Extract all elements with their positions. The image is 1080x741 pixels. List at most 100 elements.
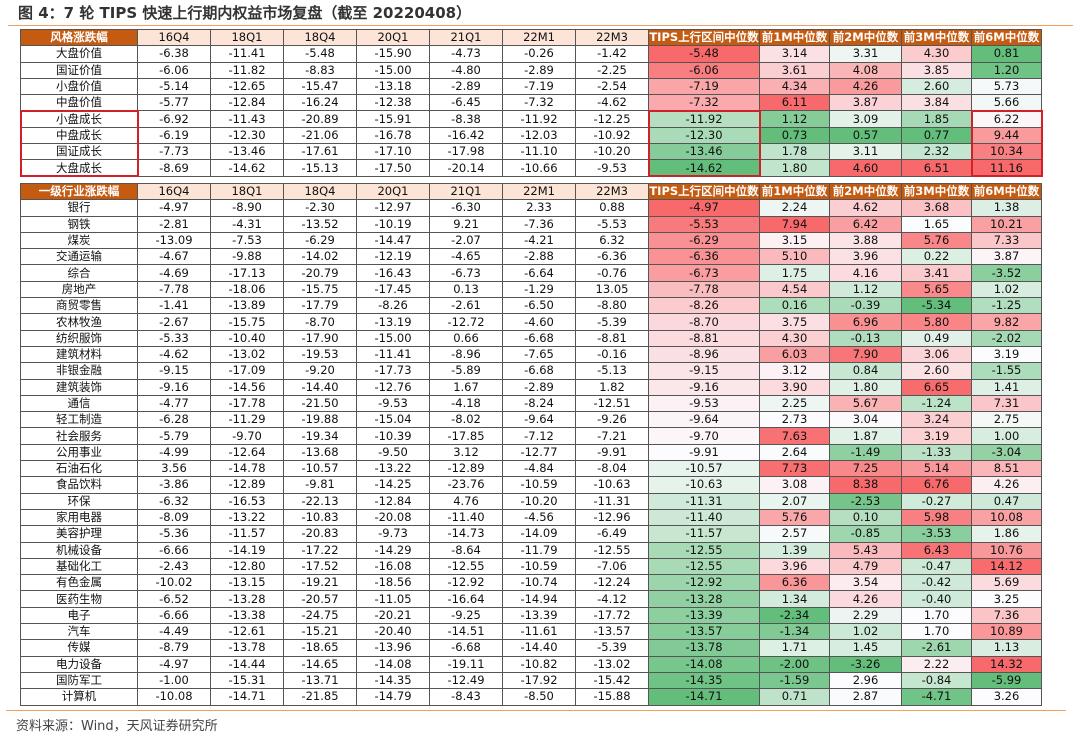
median-cell: -5.53 [648, 215, 760, 233]
row-name: 非银金融 [20, 362, 138, 380]
period-return-cell: -6.36 [575, 248, 649, 266]
median-cell: -1.33 [901, 443, 972, 462]
period-return-cell: -13.57 [575, 623, 649, 641]
period-return-cell: -4.80 [429, 61, 503, 79]
period-return-cell: -12.64 [210, 443, 284, 462]
column-header: 21Q1 [429, 182, 503, 201]
period-return-cell: -11.05 [356, 590, 430, 608]
period-return-cell: -15.42 [575, 671, 649, 690]
median-cell: 3.15 [759, 231, 830, 250]
period-return-cell: -8.04 [575, 460, 649, 478]
period-return-cell: -15.04 [356, 411, 430, 429]
period-return-cell: -20.83 [283, 525, 357, 543]
median-cell: 1.70 [901, 623, 972, 641]
period-return-cell: -12.77 [502, 443, 576, 462]
median-cell: 3.84 [901, 94, 972, 112]
period-return-cell: -7.06 [575, 557, 649, 576]
median-cell: 0.22 [901, 248, 972, 266]
median-cell: 10.21 [971, 215, 1042, 233]
median-cell: 6.96 [829, 313, 902, 331]
table-row: 有色金属 -10.02 -13.15 -19.21 -18.56 -12.92 -10.74… [20, 574, 1042, 592]
period-return-cell: -14.19 [210, 541, 284, 559]
period-return-cell: -12.55 [575, 541, 649, 559]
period-return-cell: -6.29 [283, 231, 357, 250]
median-cell: 7.25 [829, 460, 902, 478]
median-cell: 4.16 [829, 264, 902, 282]
median-cell: 0.16 [759, 297, 830, 315]
median-cell: -8.96 [648, 345, 760, 364]
row-name: 商贸零售 [20, 297, 138, 315]
median-cell: 3.96 [829, 248, 902, 266]
period-return-cell: -6.32 [137, 492, 211, 510]
row-name: 国证价值 [20, 61, 138, 79]
median-cell: 6.76 [901, 476, 972, 494]
median-cell: 6.11 [759, 94, 830, 112]
median-cell: 1.70 [901, 606, 972, 625]
period-return-cell: -2.07 [429, 231, 503, 250]
period-return-cell: -10.59 [502, 557, 576, 576]
median-cell: 8.51 [971, 460, 1042, 478]
median-cell: 1.86 [971, 525, 1042, 543]
median-cell: -0.27 [901, 492, 972, 510]
median-cell: 5.67 [829, 394, 902, 413]
median-cell: 4.62 [829, 199, 902, 217]
median-cell: -14.35 [648, 671, 760, 690]
column-header: 21Q1 [429, 28, 503, 47]
period-return-cell: -10.19 [356, 215, 430, 233]
period-return-cell: -2.89 [502, 378, 576, 396]
median-cell: 6.36 [759, 574, 830, 592]
median-cell: 1.20 [971, 61, 1042, 79]
median-cell: -7.78 [648, 280, 760, 299]
period-return-cell: -9.16 [137, 378, 211, 396]
period-return-cell: 0.88 [575, 199, 649, 217]
row-name: 建筑材料 [20, 345, 138, 364]
period-return-cell: -7.65 [502, 345, 576, 364]
row-name: 小盘成长 [20, 110, 138, 128]
period-return-cell: -12.49 [429, 671, 503, 690]
period-return-cell: -2.88 [502, 248, 576, 266]
period-return-cell: -5.39 [575, 313, 649, 331]
table-row: 小盘价值 -5.14 -12.65 -15.47 -13.18 -2.89 -7.19 -2.… [20, 77, 1042, 96]
period-return-cell: -11.41 [356, 345, 430, 364]
period-return-cell: -7.19 [502, 77, 576, 96]
column-header: 20Q1 [356, 182, 430, 201]
period-return-cell: -15.00 [356, 329, 430, 347]
median-cell: -13.78 [648, 639, 760, 657]
median-cell: 4.30 [901, 45, 972, 63]
median-cell: -12.92 [648, 574, 760, 592]
period-return-cell: -4.56 [502, 508, 576, 527]
median-cell: 4.60 [829, 159, 902, 177]
period-return-cell: -5.89 [429, 362, 503, 380]
median-cell: -3.26 [829, 655, 902, 673]
period-return-cell: -18.65 [283, 639, 357, 657]
period-return-cell: -6.68 [502, 362, 576, 380]
period-return-cell: -8.79 [137, 639, 211, 657]
period-return-cell: -5.39 [575, 639, 649, 657]
period-return-cell: -4.97 [137, 199, 211, 217]
median-cell: 3.87 [971, 248, 1042, 266]
median-cell: 14.12 [971, 557, 1042, 576]
period-return-cell: -14.40 [283, 378, 357, 396]
period-return-cell: -14.65 [283, 655, 357, 673]
period-return-cell: -8.90 [210, 199, 284, 217]
period-return-cell: -11.29 [210, 411, 284, 429]
period-return-cell: -4.62 [575, 94, 649, 112]
median-cell: 3.87 [829, 94, 902, 112]
table-row: 银行 -4.97 -8.90 -2.30 -12.97 -6.30 2.33 0.88 -4.9… [20, 199, 1042, 217]
period-return-cell: -3.86 [137, 476, 211, 494]
period-return-cell: -17.79 [283, 297, 357, 315]
period-return-cell: -9.91 [575, 443, 649, 462]
period-return-cell: -17.90 [283, 329, 357, 347]
table-row: 交通运输 -4.67 -9.88 -14.02 -12.19 -4.65 -2.88 -6.3… [20, 248, 1042, 266]
median-cell: -11.57 [648, 525, 760, 543]
period-return-cell: -11.41 [210, 45, 284, 63]
period-return-cell: -11.92 [502, 110, 576, 128]
table-row: 中盘价值 -5.77 -12.84 -16.24 -12.38 -6.45 -7.32 -4.… [20, 94, 1042, 112]
period-return-cell: -14.62 [210, 159, 284, 177]
period-return-cell: -10.74 [502, 574, 576, 592]
median-cell: -2.00 [759, 655, 830, 673]
period-return-cell: -14.71 [210, 688, 284, 706]
period-return-cell: -12.92 [429, 574, 503, 592]
period-return-cell: -13.89 [210, 297, 284, 315]
median-cell: 3.08 [759, 476, 830, 494]
